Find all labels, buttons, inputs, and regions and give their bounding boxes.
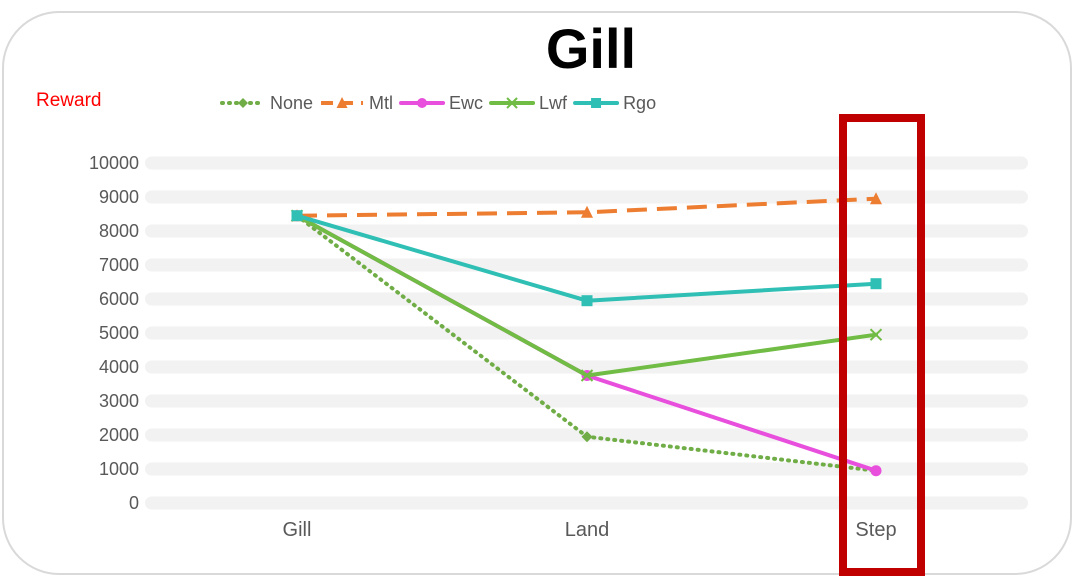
y-tick-label-1000: 1000 [99,459,139,479]
x-tick-label-step: Step [855,519,896,541]
legend-label-ewc: Ewc [449,93,483,113]
y-tick-label-8000: 8000 [99,221,139,241]
y-tick-label-9000: 9000 [99,187,139,207]
grid-band-7000 [145,258,1028,272]
grid-band-3000 [145,394,1028,408]
legend-marker-lwf [506,97,518,109]
series-lwf [290,209,883,382]
legend-marker-ewc [417,98,428,108]
grid-band-1000 [145,462,1028,476]
grid-band-0 [145,496,1028,510]
series-lines [290,192,883,477]
point-rgo-gill [291,210,303,222]
point-ewc-step [870,465,882,477]
x-tick-label-gill: Gill [283,519,312,541]
legend-item-mtl: Mtl [321,93,393,113]
grid-band-10000 [145,156,1028,170]
legend-label-lwf: Lwf [539,93,568,113]
legend-label-none: None [270,93,313,113]
y-tick-label-3000: 3000 [99,391,139,411]
legend-label-rgo: Rgo [623,93,656,113]
x-tick-label-land: Land [565,519,610,541]
series-line-mtl [296,196,877,218]
point-mtl-step [870,192,882,205]
y-axis-ticks: 0 1000 2000 3000 4000 5000 6000 7000 8000 9000 100… [89,153,139,513]
legend-marker-mtl [336,97,348,108]
y-tick-label-2000: 2000 [99,425,139,445]
point-rgo-step [870,278,882,290]
y-tick-label-4000: 4000 [99,357,139,377]
grid-band-9000 [145,190,1028,204]
legend-item-lwf: Lwf [489,93,568,113]
point-rgo-land [581,295,593,307]
legend: None Mtl Ewc Lwf Rgo [220,93,656,113]
highlight-box [839,114,925,576]
legend-item-none: None [220,93,313,113]
y-axis-label: Reward [36,90,101,111]
point-lwf-land [580,369,594,382]
chart-title: Gill [546,17,636,80]
point-none-land [581,431,593,443]
y-tick-label-10000: 10000 [89,153,139,173]
y-tick-label-5000: 5000 [99,323,139,343]
legend-marker-none [238,98,248,108]
y-tick-label-6000: 6000 [99,289,139,309]
y-tick-label-0: 0 [129,493,139,513]
x-axis-ticks: Gill Land Step [283,519,897,541]
grid-band-4000 [145,360,1028,374]
grid-band-8000 [145,224,1028,238]
legend-item-ewc: Ewc [399,93,483,113]
grid-band-5000 [145,326,1028,340]
legend-label-mtl: Mtl [369,93,393,113]
y-tick-label-7000: 7000 [99,255,139,275]
legend-marker-rgo [591,98,602,108]
point-mtl-land [581,205,593,218]
point-lwf-step [869,328,883,341]
legend-item-rgo: Rgo [573,93,656,113]
series-rgo [291,210,882,307]
